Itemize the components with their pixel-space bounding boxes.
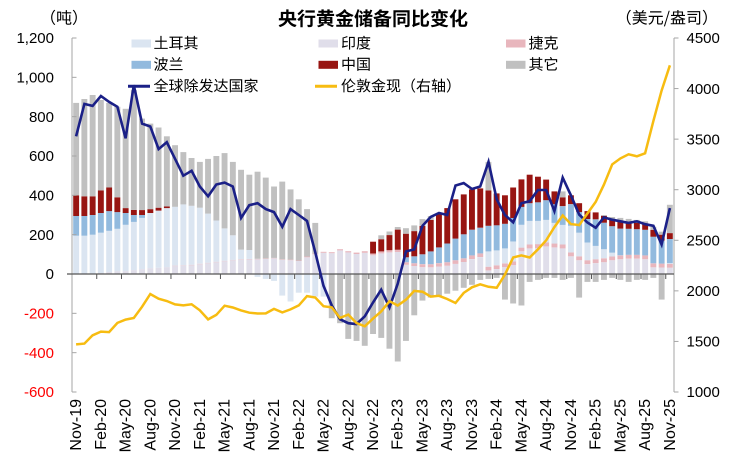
svg-text:200: 200 (29, 227, 54, 244)
svg-text:600: 600 (29, 148, 54, 165)
svg-text:Aug-23: Aug-23 (439, 399, 456, 451)
svg-text:2500: 2500 (687, 233, 720, 250)
svg-text:Feb-23: Feb-23 (390, 399, 407, 450)
svg-text:3000: 3000 (687, 182, 720, 199)
svg-text:Aug-21: Aug-21 (241, 399, 258, 451)
svg-text:May-24: May-24 (513, 399, 530, 452)
svg-text:May-22: May-22 (316, 399, 333, 452)
svg-text:Nov-19: Nov-19 (68, 399, 85, 451)
svg-text:May-25: May-25 (612, 399, 629, 452)
svg-text:Nov-24: Nov-24 (563, 399, 580, 451)
svg-text:Feb-24: Feb-24 (489, 399, 506, 450)
svg-text:3500: 3500 (687, 131, 720, 148)
svg-text:Aug-20: Aug-20 (142, 399, 159, 451)
svg-text:-600: -600 (24, 384, 54, 401)
svg-text:0: 0 (46, 266, 54, 283)
svg-text:Nov-22: Nov-22 (365, 399, 382, 451)
svg-text:400: 400 (29, 188, 54, 205)
svg-text:800: 800 (29, 109, 54, 126)
svg-text:May-21: May-21 (217, 399, 234, 452)
svg-text:Feb-25: Feb-25 (588, 399, 605, 450)
svg-text:1,000: 1,000 (16, 70, 54, 87)
svg-text:1500: 1500 (687, 334, 720, 351)
svg-text:4500: 4500 (687, 30, 720, 47)
svg-text:-400: -400 (24, 345, 54, 362)
svg-text:Nov-23: Nov-23 (464, 399, 481, 451)
svg-text:Aug-24: Aug-24 (538, 399, 555, 451)
svg-text:1000: 1000 (687, 384, 720, 401)
svg-text:May-20: May-20 (118, 399, 135, 452)
svg-text:Aug-22: Aug-22 (340, 399, 357, 451)
svg-text:-200: -200 (24, 306, 54, 323)
svg-text:Aug-25: Aug-25 (637, 399, 654, 451)
svg-text:Nov-25: Nov-25 (662, 399, 679, 451)
svg-text:Feb-21: Feb-21 (192, 399, 209, 450)
svg-text:Nov-20: Nov-20 (167, 399, 184, 451)
svg-text:Nov-21: Nov-21 (266, 399, 283, 451)
svg-text:Feb-22: Feb-22 (291, 399, 308, 450)
svg-text:2000: 2000 (687, 283, 720, 300)
svg-text:4000: 4000 (687, 81, 720, 98)
svg-text:May-23: May-23 (415, 399, 432, 452)
svg-text:1,200: 1,200 (16, 30, 54, 47)
svg-text:Feb-20: Feb-20 (93, 399, 110, 450)
